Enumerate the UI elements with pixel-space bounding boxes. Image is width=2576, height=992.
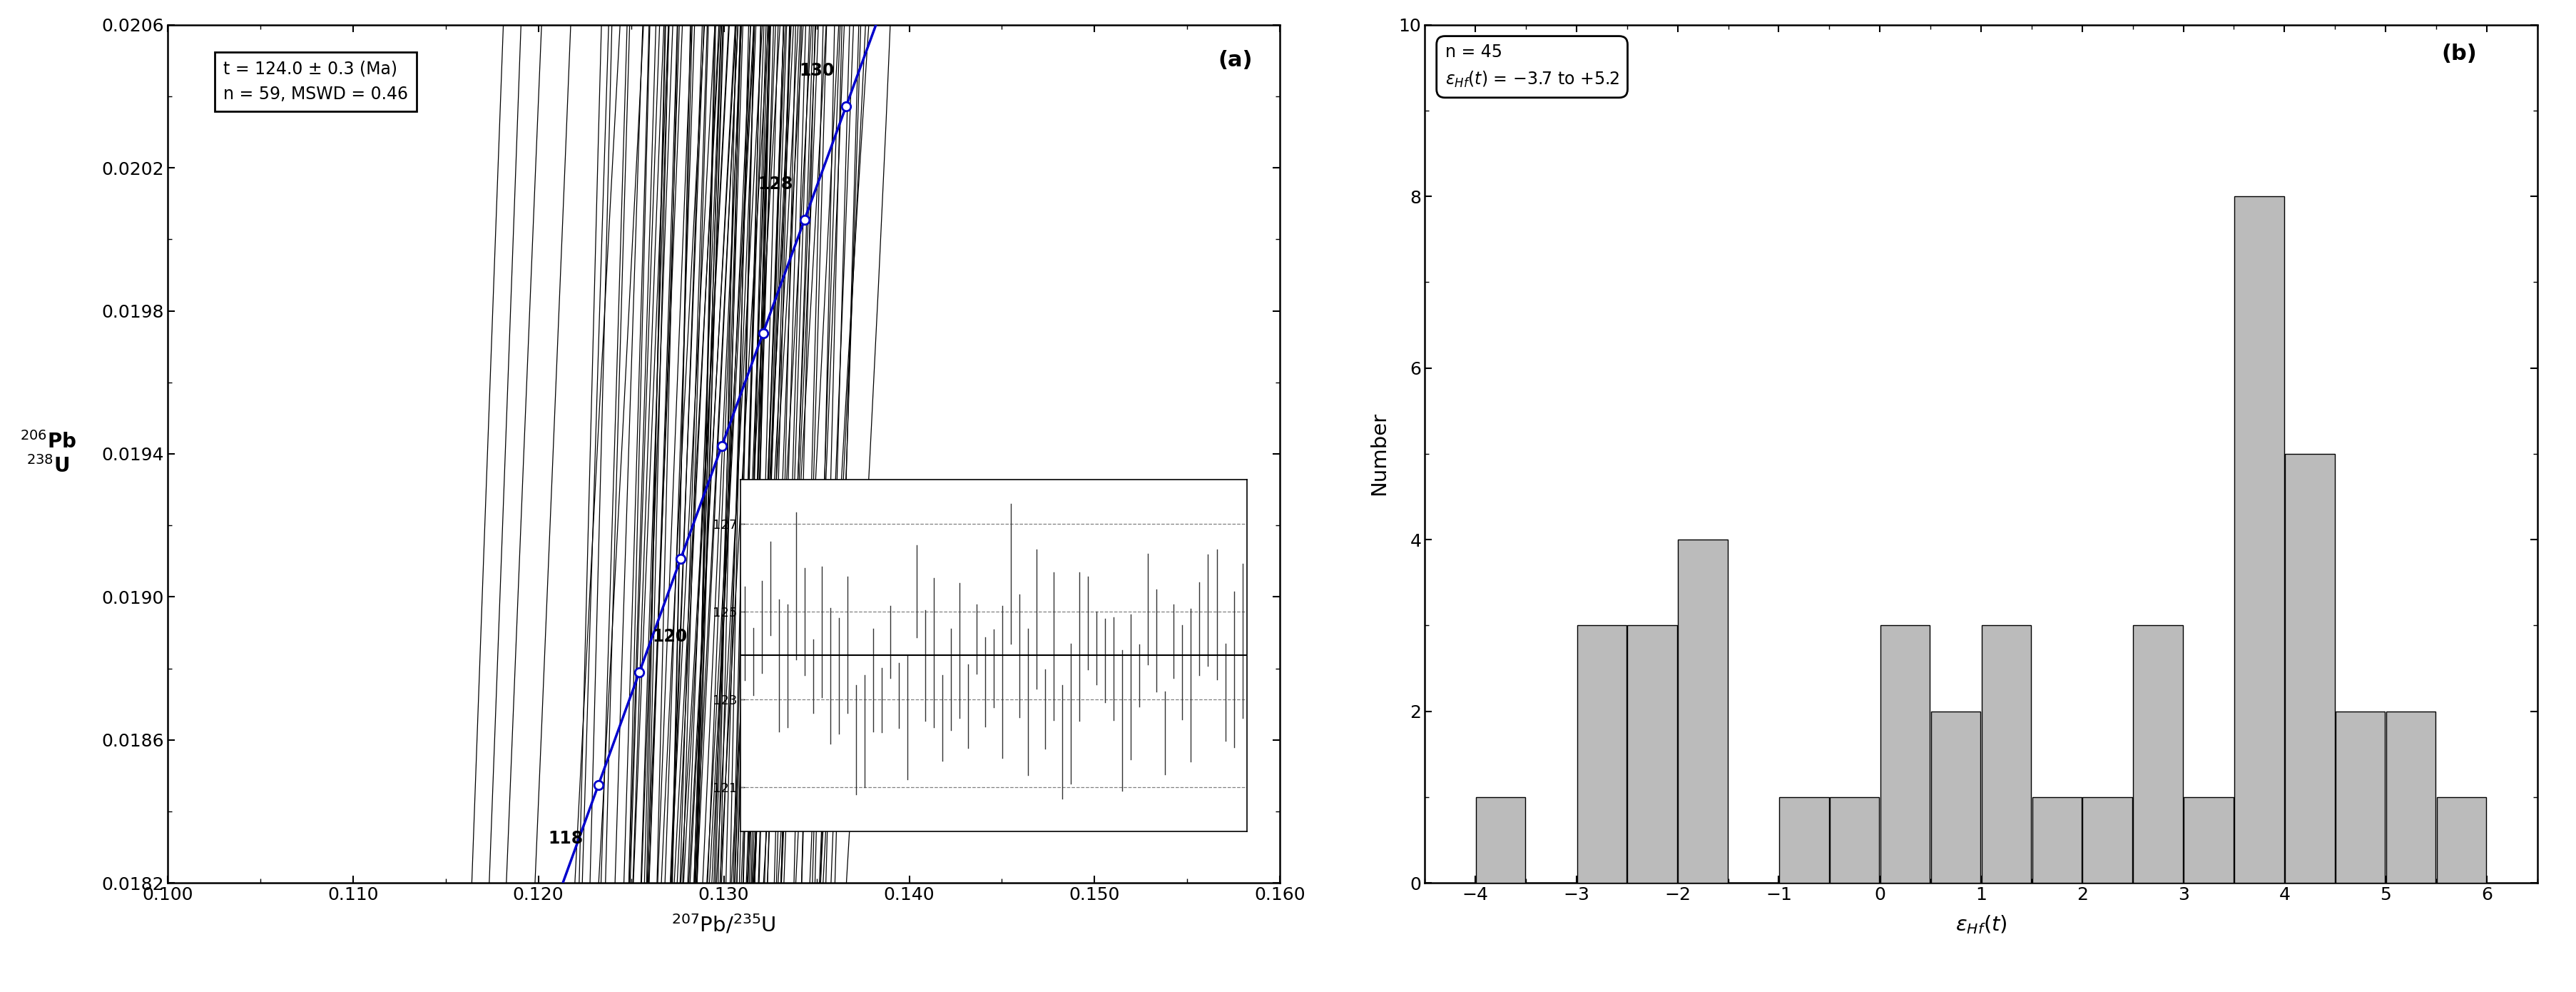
Bar [2336,711,2385,883]
Text: (b): (b) [2442,44,2476,64]
Bar [2133,626,2182,883]
X-axis label: $\varepsilon_{Hf}$($t$): $\varepsilon_{Hf}$($t$) [1955,914,2007,935]
Text: n = 45
$\varepsilon_{Hf}$($t$) = $-$3.7 to +5.2: n = 45 $\varepsilon_{Hf}$($t$) = $-$3.7 … [1445,44,1620,89]
Bar [1932,711,1981,883]
Text: 120: 120 [652,628,688,645]
Bar [2233,196,2285,883]
Text: 128: 128 [757,176,793,192]
Bar [2437,798,2486,883]
Bar [1476,798,1525,883]
Text: 118: 118 [549,830,582,847]
Bar [1628,626,1677,883]
Bar [1577,626,1625,883]
Bar [1880,626,1929,883]
Y-axis label: Number: Number [1368,412,1388,496]
Text: 130: 130 [799,62,835,79]
Bar [2081,798,2133,883]
Bar [1780,798,1829,883]
Bar [2032,798,2081,883]
Text: $^{206}$Pb
$^{238}$U: $^{206}$Pb $^{238}$U [21,431,77,477]
Text: t = 124.0 ± 0.3 (Ma)
n = 59, MSWD = 0.46: t = 124.0 ± 0.3 (Ma) n = 59, MSWD = 0.46 [224,61,407,103]
Bar [1829,798,1880,883]
Text: (a): (a) [1218,50,1252,70]
Bar [1677,540,1728,883]
Bar [2385,711,2437,883]
Bar [2285,454,2334,883]
Bar [2184,798,2233,883]
Bar [1981,626,2030,883]
X-axis label: $^{207}$Pb/$^{235}$U: $^{207}$Pb/$^{235}$U [672,914,775,936]
